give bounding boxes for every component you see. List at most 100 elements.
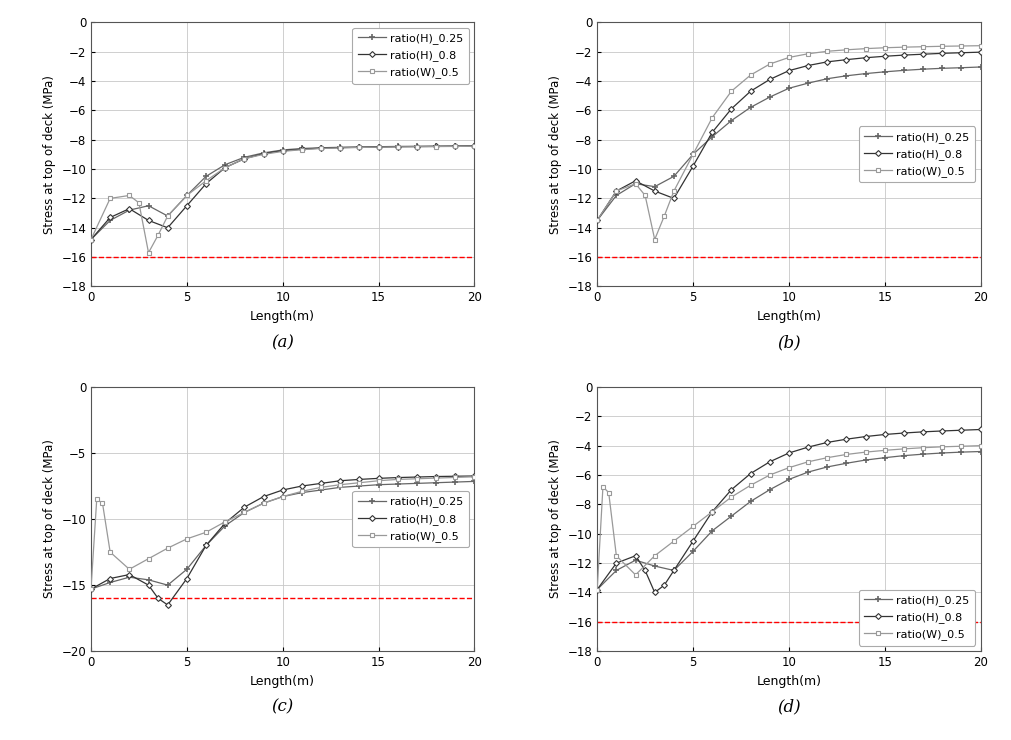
ratio(H)_0.25 [649,562,661,571]
ratio(W)_0.5 [975,441,987,450]
ratio(W)_0.5 [936,443,948,451]
ratio(H)_0.8 [296,145,308,154]
ratio(H)_0.25 [917,64,929,73]
ratio(H)_0.25 [591,216,604,225]
ratio(W)_0.5 [104,548,116,556]
ratio(H)_0.25 [123,573,135,582]
ratio(H)_0.8 [975,47,987,56]
ratio(H)_0.25 [975,447,987,456]
ratio(H)_0.8 [687,536,700,545]
ratio(H)_0.25 [468,141,480,150]
Text: (b): (b) [777,334,801,351]
ratio(W)_0.5 [468,472,480,481]
ratio(W)_0.5 [706,508,718,517]
ratio(H)_0.8 [335,477,347,485]
ratio(W)_0.5 [354,143,366,152]
ratio(W)_0.5 [611,551,623,560]
Y-axis label: Stress at top of deck (MPa): Stress at top of deck (MPa) [42,75,56,234]
Text: (d): (d) [777,699,801,716]
ratio(W)_0.5 [123,565,135,574]
ratio(H)_0.8 [123,204,135,213]
ratio(W)_0.5 [744,481,756,490]
Text: (c): (c) [272,699,294,716]
ratio(H)_0.25 [354,143,366,152]
ratio(H)_0.8 [955,48,968,57]
ratio(W)_0.5 [763,60,775,69]
ratio(W)_0.5 [277,147,289,156]
ratio(H)_0.25 [449,141,461,150]
ratio(W)_0.5 [449,473,461,482]
ratio(W)_0.5 [649,551,661,560]
ratio(H)_0.8 [449,142,461,151]
X-axis label: Length(m): Length(m) [756,310,821,323]
ratio(H)_0.25 [859,456,871,465]
ratio(H)_0.25 [630,556,642,565]
ratio(W)_0.5 [763,471,775,480]
ratio(H)_0.8 [955,425,968,434]
ratio(H)_0.25 [668,566,680,575]
ratio(H)_0.8 [936,49,948,58]
ratio(H)_0.25 [706,132,718,141]
ratio(H)_0.8 [591,216,604,225]
ratio(H)_0.8 [706,508,718,517]
ratio(H)_0.8 [296,482,308,491]
ratio(H)_0.8 [219,163,232,172]
ratio(H)_0.25 [296,488,308,497]
ratio(W)_0.5 [783,53,795,62]
ratio(H)_0.8 [763,75,775,84]
X-axis label: Length(m): Length(m) [251,675,315,687]
ratio(W)_0.5 [132,198,145,207]
ratio(W)_0.5 [840,450,852,459]
ratio(H)_0.25 [821,74,833,83]
ratio(H)_0.8 [430,472,442,481]
ratio(H)_0.8 [200,179,212,188]
ratio(H)_0.25 [975,63,987,72]
ratio(W)_0.5 [162,212,174,221]
ratio(W)_0.5 [85,235,97,244]
ratio(H)_0.25 [391,480,403,488]
ratio(W)_0.5 [706,113,718,122]
ratio(H)_0.25 [898,66,910,75]
ratio(H)_0.8 [879,52,891,61]
ratio(H)_0.8 [821,58,833,67]
ratio(W)_0.5 [391,142,403,151]
ratio(H)_0.8 [744,469,756,478]
ratio(H)_0.8 [258,149,270,158]
ratio(H)_0.8 [725,104,737,113]
Line: ratio(H)_0.25: ratio(H)_0.25 [88,478,478,593]
ratio(W)_0.5 [468,142,480,151]
ratio(H)_0.8 [277,147,289,155]
ratio(H)_0.25 [296,144,308,153]
ratio(H)_0.8 [239,502,251,511]
ratio(H)_0.8 [85,235,97,244]
ratio(H)_0.25 [219,160,232,169]
ratio(H)_0.8 [123,570,135,579]
ratio(H)_0.8 [630,551,642,560]
ratio(H)_0.8 [591,585,604,594]
ratio(W)_0.5 [430,142,442,151]
ratio(H)_0.25 [410,142,423,151]
ratio(W)_0.5 [372,477,384,485]
ratio(W)_0.5 [354,478,366,487]
ratio(H)_0.8 [449,472,461,481]
ratio(H)_0.25 [955,64,968,73]
ratio(H)_0.8 [917,428,929,437]
Line: ratio(H)_0.25: ratio(H)_0.25 [88,142,478,243]
ratio(H)_0.8 [391,473,403,482]
ratio(H)_0.8 [821,438,833,447]
ratio(H)_0.25 [335,143,347,152]
ratio(H)_0.8 [668,194,680,203]
ratio(W)_0.5 [335,480,347,489]
Line: ratio(H)_0.8: ratio(H)_0.8 [595,428,983,594]
ratio(H)_0.25 [85,585,97,593]
ratio(W)_0.5 [239,155,251,164]
ratio(H)_0.25 [763,92,775,101]
ratio(W)_0.5 [898,43,910,52]
ratio(H)_0.25 [840,71,852,80]
ratio(W)_0.5 [639,191,651,200]
ratio(H)_0.25 [410,479,423,488]
ratio(W)_0.5 [668,186,680,195]
ratio(W)_0.5 [143,249,155,258]
ratio(H)_0.25 [725,511,737,520]
ratio(H)_0.8 [763,457,775,466]
